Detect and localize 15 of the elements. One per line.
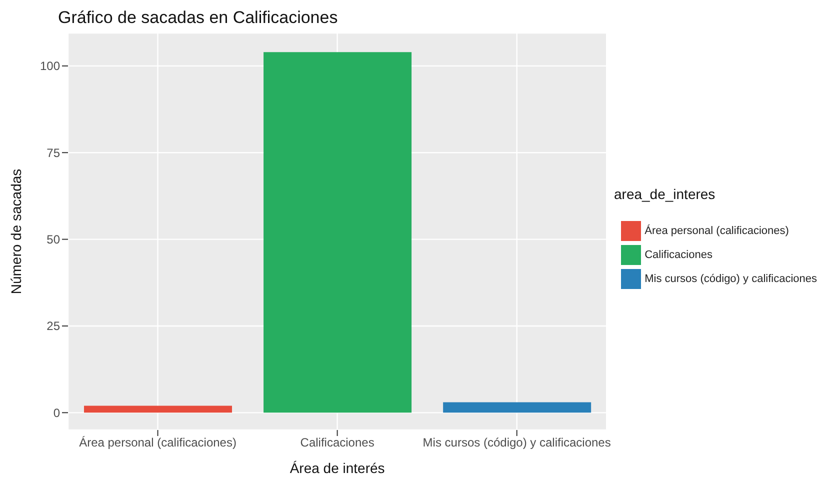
y-tick-label: 75 (46, 146, 60, 160)
x-axis-title: Área de interés (290, 460, 385, 476)
legend-label: Mis cursos (código) y calificaciones (644, 273, 817, 285)
x-tick-label: Mis cursos (código) y calificaciones (422, 436, 611, 450)
legend-label: Calificaciones (644, 249, 712, 261)
y-tick-label: 50 (46, 232, 60, 247)
y-tick-label: 0 (53, 406, 60, 420)
legend-label: Área personal (calificaciones) (644, 225, 789, 237)
x-tick-label: Área personal (calificaciones) (79, 436, 236, 450)
y-axis-title: Número de sacadas (8, 168, 24, 294)
y-tick-label: 25 (46, 319, 60, 334)
legend-title: area_de_interes (614, 186, 716, 202)
x-tick-label: Calificaciones (300, 436, 374, 450)
y-tick-label: 100 (40, 59, 60, 74)
chart-title: Gráfico de sacadas en Calificaciones (57, 8, 339, 29)
